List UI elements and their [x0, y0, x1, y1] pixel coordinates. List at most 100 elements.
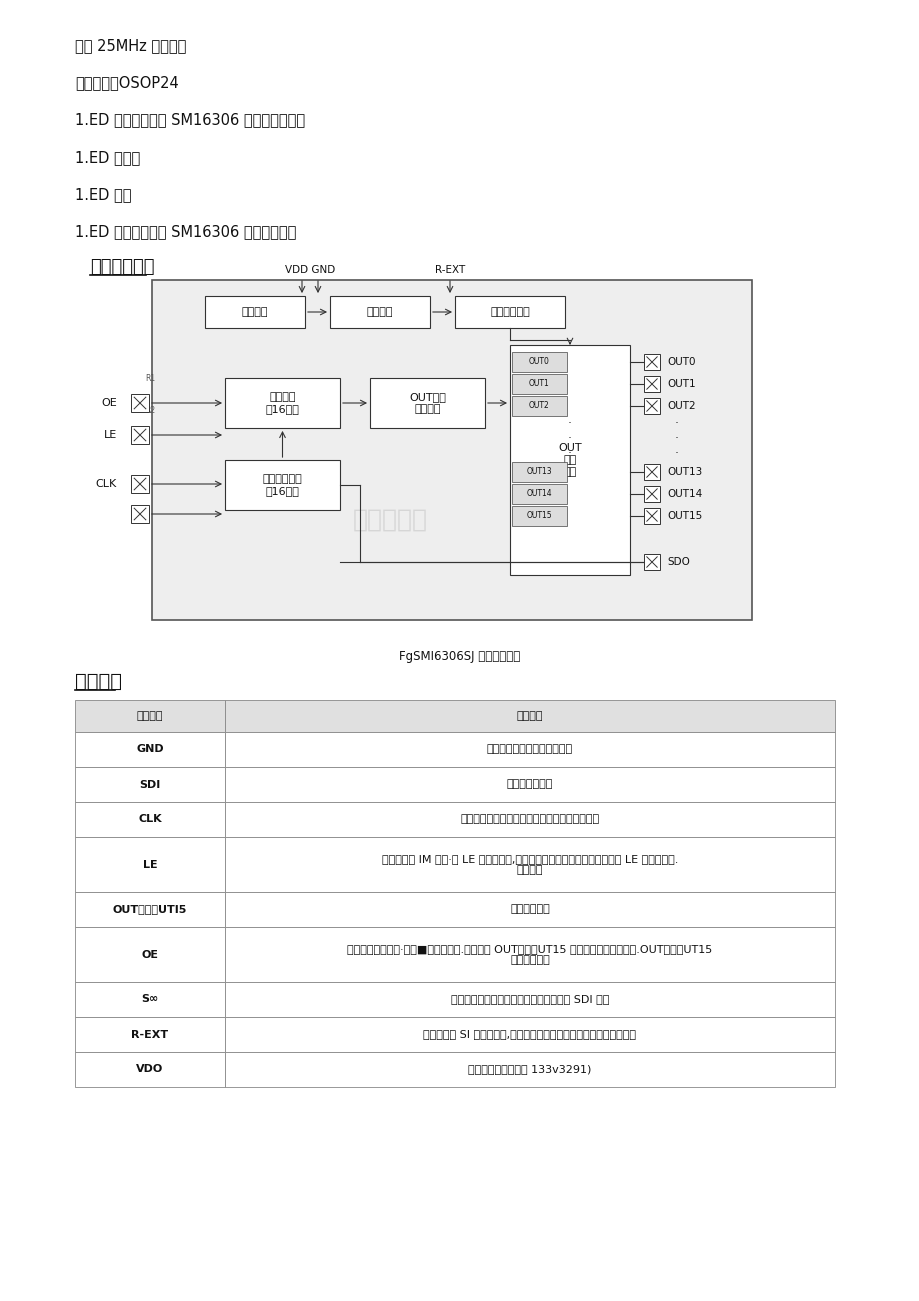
Text: 中行数据输出端口，可接至下一个芯片的 SDI 端口: 中行数据输出端口，可接至下一个芯片的 SDI 端口 — [450, 994, 608, 1004]
Text: OUT1: OUT1 — [528, 380, 550, 389]
Bar — [643, 554, 659, 570]
Bar — [75, 732, 225, 768]
Bar — [225, 700, 834, 732]
Bar — [225, 1017, 834, 1053]
Text: 控制逻辑及驱动电流的接地端: 控制逻辑及驱动电流的接地端 — [486, 744, 573, 755]
Bar — [643, 464, 659, 480]
Text: 管脚说明: 管脚说明 — [516, 712, 542, 721]
Text: 1.ED 恒流驱动芯片 SM16306 型号管脚图：: 1.ED 恒流驱动芯片 SM16306 型号管脚图： — [75, 224, 296, 239]
Bar — [512, 396, 566, 416]
Bar — [225, 379, 340, 428]
Bar — [130, 475, 149, 493]
Text: 1.ED 照明: 1.ED 照明 — [75, 187, 131, 202]
Text: OUT（三）UTI5: OUT（三）UTI5 — [113, 904, 187, 915]
Bar — [512, 353, 566, 372]
Text: R-EXT: R-EXT — [131, 1029, 168, 1039]
Text: OUT15: OUT15 — [666, 511, 701, 520]
Text: OUT
恒流
驱动: OUT 恒流 驱动 — [558, 444, 581, 476]
Text: OUT1: OUT1 — [666, 379, 695, 389]
Bar — [225, 837, 834, 892]
Text: ·
·
·: · · · — [567, 418, 572, 461]
Text: 恒海要动端口: 恒海要动端口 — [509, 904, 550, 915]
Text: R1: R1 — [145, 373, 155, 382]
Text: 封装形式：OSOP24: 封装形式：OSOP24 — [75, 75, 178, 90]
Text: CLK: CLK — [96, 479, 117, 489]
Bar — [225, 732, 834, 768]
Text: 中行时钟信号的愉入堆：时钟上开沿时移位数据: 中行时钟信号的愉入堆：时钟上开沿时移位数据 — [460, 814, 599, 825]
Text: LE: LE — [104, 431, 117, 440]
Text: 串行数据采样
（16位）: 串行数据采样 （16位） — [262, 474, 302, 496]
Text: 管脚说明: 管脚说明 — [75, 673, 122, 691]
Bar — [643, 398, 659, 414]
Text: 连接外接电 SI 的输入端口,此外接电阔可设定所有检出通道的检出电源: 连接外接电 SI 的输入端口,此外接电阔可设定所有检出通道的检出电源 — [423, 1029, 636, 1039]
Bar — [225, 928, 834, 982]
Text: 数抬储存挂 IM 端口·当 LE 为高电平时,中行数据会被传入至检出锁存零；当 LE 为低电平时.
会被镇存: 数抬储存挂 IM 端口·当 LE 为高电平时,中行数据会被传入至检出锁存零；当 … — [381, 853, 677, 876]
Bar — [330, 297, 429, 328]
Text: FgSMI6306SJ 内部功能框图: FgSMI6306SJ 内部功能框图 — [399, 650, 520, 664]
Bar — [75, 1017, 225, 1053]
Text: 数据锁存
（16位）: 数据锁存 （16位） — [266, 392, 299, 414]
Text: OUT14: OUT14 — [526, 489, 551, 498]
Text: OUT0: OUT0 — [666, 356, 695, 367]
Bar — [75, 982, 225, 1017]
Text: 管脚名称: 管脚名称 — [137, 712, 163, 721]
Bar — [225, 801, 834, 837]
Bar — [509, 345, 630, 575]
Bar — [75, 801, 225, 837]
Bar — [75, 700, 225, 732]
Bar — [75, 768, 225, 801]
Text: OUT14: OUT14 — [666, 489, 701, 500]
Text: OE: OE — [142, 950, 158, 960]
Text: GND: GND — [136, 744, 164, 755]
Text: 串行数据检入端: 串行数据检入端 — [506, 779, 552, 790]
Text: OUT2: OUT2 — [528, 402, 550, 411]
Text: 电流精度控制: 电流精度控制 — [490, 307, 529, 317]
Text: OUT15: OUT15 — [526, 511, 551, 520]
Text: 内部功能框图: 内部功能框图 — [90, 258, 154, 276]
Bar — [225, 461, 340, 510]
Text: 参考电压: 参考电压 — [242, 307, 268, 317]
Text: R-EXT: R-EXT — [435, 265, 465, 275]
Bar — [225, 1053, 834, 1088]
Text: VDO: VDO — [136, 1064, 164, 1075]
Text: VDD GND: VDD GND — [285, 265, 335, 275]
Bar — [643, 376, 659, 392]
Bar — [512, 373, 566, 394]
Text: CLK: CLK — [138, 814, 162, 825]
Text: 旺铭科电子: 旺铭科电子 — [352, 507, 427, 532]
Bar — [152, 280, 751, 621]
Bar — [512, 484, 566, 503]
Text: OUT输出
控制模块: OUT输出 控制模块 — [409, 392, 446, 414]
Bar — [75, 928, 225, 982]
Bar — [205, 297, 305, 328]
Text: LE: LE — [142, 860, 157, 869]
Text: 言达 25MHz 时钟频率: 言达 25MHz 时钟频率 — [75, 38, 187, 53]
Text: S∞: S∞ — [142, 994, 158, 1004]
Bar — [225, 982, 834, 1017]
Text: 1.ED 恒流驱动芯片 SM16306 型号应用领域：: 1.ED 恒流驱动芯片 SM16306 型号应用领域： — [75, 112, 305, 127]
Bar — [130, 425, 149, 444]
Text: 芯片电源技术支持： 133v3291): 芯片电源技术支持： 133v3291) — [468, 1064, 591, 1075]
Bar — [512, 462, 566, 481]
Bar — [130, 505, 149, 523]
Text: OUT2: OUT2 — [666, 401, 695, 411]
Bar — [75, 837, 225, 892]
Text: R2: R2 — [145, 406, 155, 415]
Bar — [643, 507, 659, 524]
Bar — [225, 892, 834, 928]
Text: OUT13: OUT13 — [666, 467, 701, 477]
Bar — [130, 394, 149, 412]
Text: ·
·
·: · · · — [675, 418, 678, 461]
Text: OUT0: OUT0 — [528, 358, 550, 367]
Bar — [75, 892, 225, 928]
Bar — [455, 297, 564, 328]
Bar — [75, 1053, 225, 1088]
Text: 1.ED 显示屏: 1.ED 显示屏 — [75, 150, 140, 165]
Text: OUT13: OUT13 — [526, 467, 551, 476]
Bar — [643, 487, 659, 502]
Bar — [225, 768, 834, 801]
Bar — [369, 379, 484, 428]
Bar — [512, 506, 566, 526]
Text: SDI: SDI — [139, 779, 161, 790]
Text: 电流采样: 电流采样 — [367, 307, 392, 317]
